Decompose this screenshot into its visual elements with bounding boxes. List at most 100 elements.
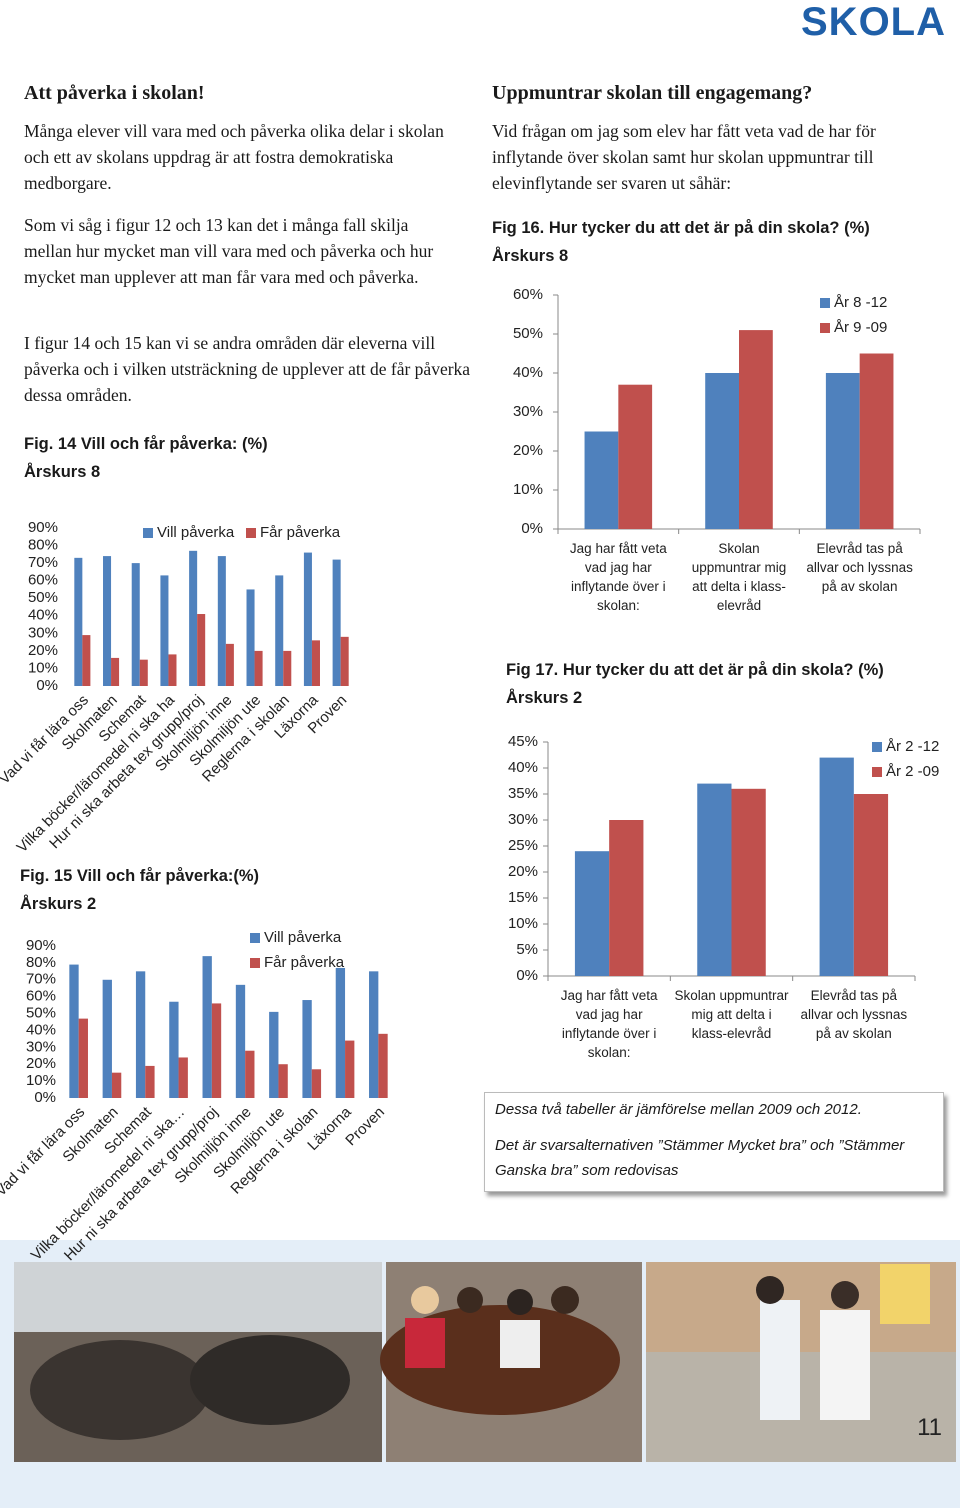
bar [139,659,148,686]
chart-title: Fig. 14 Vill och får påverka: (%) [24,435,268,453]
bar [135,971,146,1098]
bar [189,550,198,686]
chart-subtitle: Årskurs 8 [24,463,101,481]
x-tick-label: Jag har fått veta vad jag har inflytande… [569,541,667,613]
bar [584,431,619,529]
brand: SKOLA [801,0,946,44]
bar [82,635,91,686]
legend-swatch [820,323,830,333]
x-tick-label: Jag har fått veta vad jag har inflytande… [560,988,658,1060]
bar [825,373,860,529]
paragraph: Många elever vill vara med och påverka o… [24,121,444,193]
y-tick-label: 50% [513,325,543,342]
chart-subtitle: Årskurs 8 [492,247,569,265]
chart-title: Fig. 15 Vill och får påverka:(%) [20,867,260,885]
bar [102,979,112,1098]
bar [332,559,341,686]
legend-swatch [250,933,260,943]
bar [697,783,732,976]
legend-swatch [143,528,153,538]
legend-label: Får påverka [260,524,341,541]
bar [235,984,246,1098]
y-tick-label: 60% [28,572,58,589]
bar [211,1003,222,1098]
bar [131,563,140,686]
bar [311,1069,322,1098]
y-tick-label: 40% [26,1021,56,1038]
legend-label: År 2 -09 [886,763,939,780]
bar [197,614,206,686]
note-line: Det är svarsalternativen ”Stämmer Mycket… [495,1137,905,1179]
x-tick-label: Elevråd tas på allvar och lyssnas på av … [800,988,908,1041]
photo-left [14,1262,382,1462]
y-tick-label: 10% [26,1072,56,1089]
legend-label: Vill påverka [157,524,235,541]
y-tick-label: 0% [521,520,543,537]
y-tick-label: 20% [513,442,543,459]
y-tick-label: 90% [28,519,58,536]
bar [202,956,212,1098]
y-tick-label: 60% [26,988,56,1005]
legend-swatch [872,767,882,777]
bar [345,1040,355,1098]
bar [69,964,79,1098]
bar [739,330,773,529]
y-tick-label: 35% [508,785,538,802]
paragraph: I figur 14 och 15 kan vi se andra område… [24,333,471,405]
bar [245,1050,255,1098]
bar [335,967,346,1098]
bar [254,650,263,686]
bar [731,788,766,976]
bar [574,851,610,976]
bar [74,557,83,686]
y-tick-label: 50% [28,589,58,606]
y-tick-label: 30% [513,403,543,420]
bar [111,657,120,686]
y-tick-label: 10% [508,915,538,932]
y-tick-label: 5% [516,941,538,958]
y-tick-label: 30% [508,811,538,828]
y-tick-label: 0% [36,677,58,694]
y-tick-label: 20% [28,642,58,659]
y-tick-label: 20% [26,1055,56,1072]
y-tick-label: 30% [28,624,58,641]
bar [819,757,854,976]
paragraph: Som vi såg i figur 12 och 13 kan det i m… [24,215,434,287]
y-tick-label: 20% [508,863,538,880]
bar [269,1011,279,1098]
bar [169,1001,179,1098]
y-tick-label: 60% [513,286,543,303]
bar [275,575,284,686]
y-tick-label: 70% [26,971,56,988]
chart-title: Fig 16. Hur tycker du att det är på din … [492,219,870,237]
y-tick-label: 90% [26,937,56,954]
chart-subtitle: Årskurs 2 [20,895,97,913]
bar [145,1065,155,1098]
y-tick-label: 80% [28,537,58,554]
bar [283,650,292,686]
x-tick-label: Skolan uppmuntrar mig att delta i klass-… [674,988,789,1041]
y-tick-label: 10% [28,659,58,676]
legend-label: År 9 -09 [834,319,887,336]
bar [160,575,169,686]
photo-right [646,1262,956,1462]
right-heading: Uppmuntrar skolan till engagemang? [492,82,813,104]
legend-swatch [246,528,256,538]
legend-swatch [820,298,830,308]
bar [303,552,312,686]
page-number: 11 [917,1414,942,1441]
bar [369,971,379,1098]
y-tick-label: 40% [513,364,543,381]
legend-swatch [250,958,260,968]
note-line: Dessa två tabeller är jämförelse mellan … [495,1101,862,1118]
y-tick-label: 45% [508,733,538,750]
chart-subtitle: Årskurs 2 [506,689,583,707]
legend-swatch [872,742,882,752]
y-tick-label: 70% [28,554,58,571]
x-tick-label: Elevråd tas på allvar och lyssnas på av … [806,541,913,594]
bar [853,794,889,976]
bar [168,654,177,686]
bar [705,373,739,529]
bar [302,1000,312,1098]
